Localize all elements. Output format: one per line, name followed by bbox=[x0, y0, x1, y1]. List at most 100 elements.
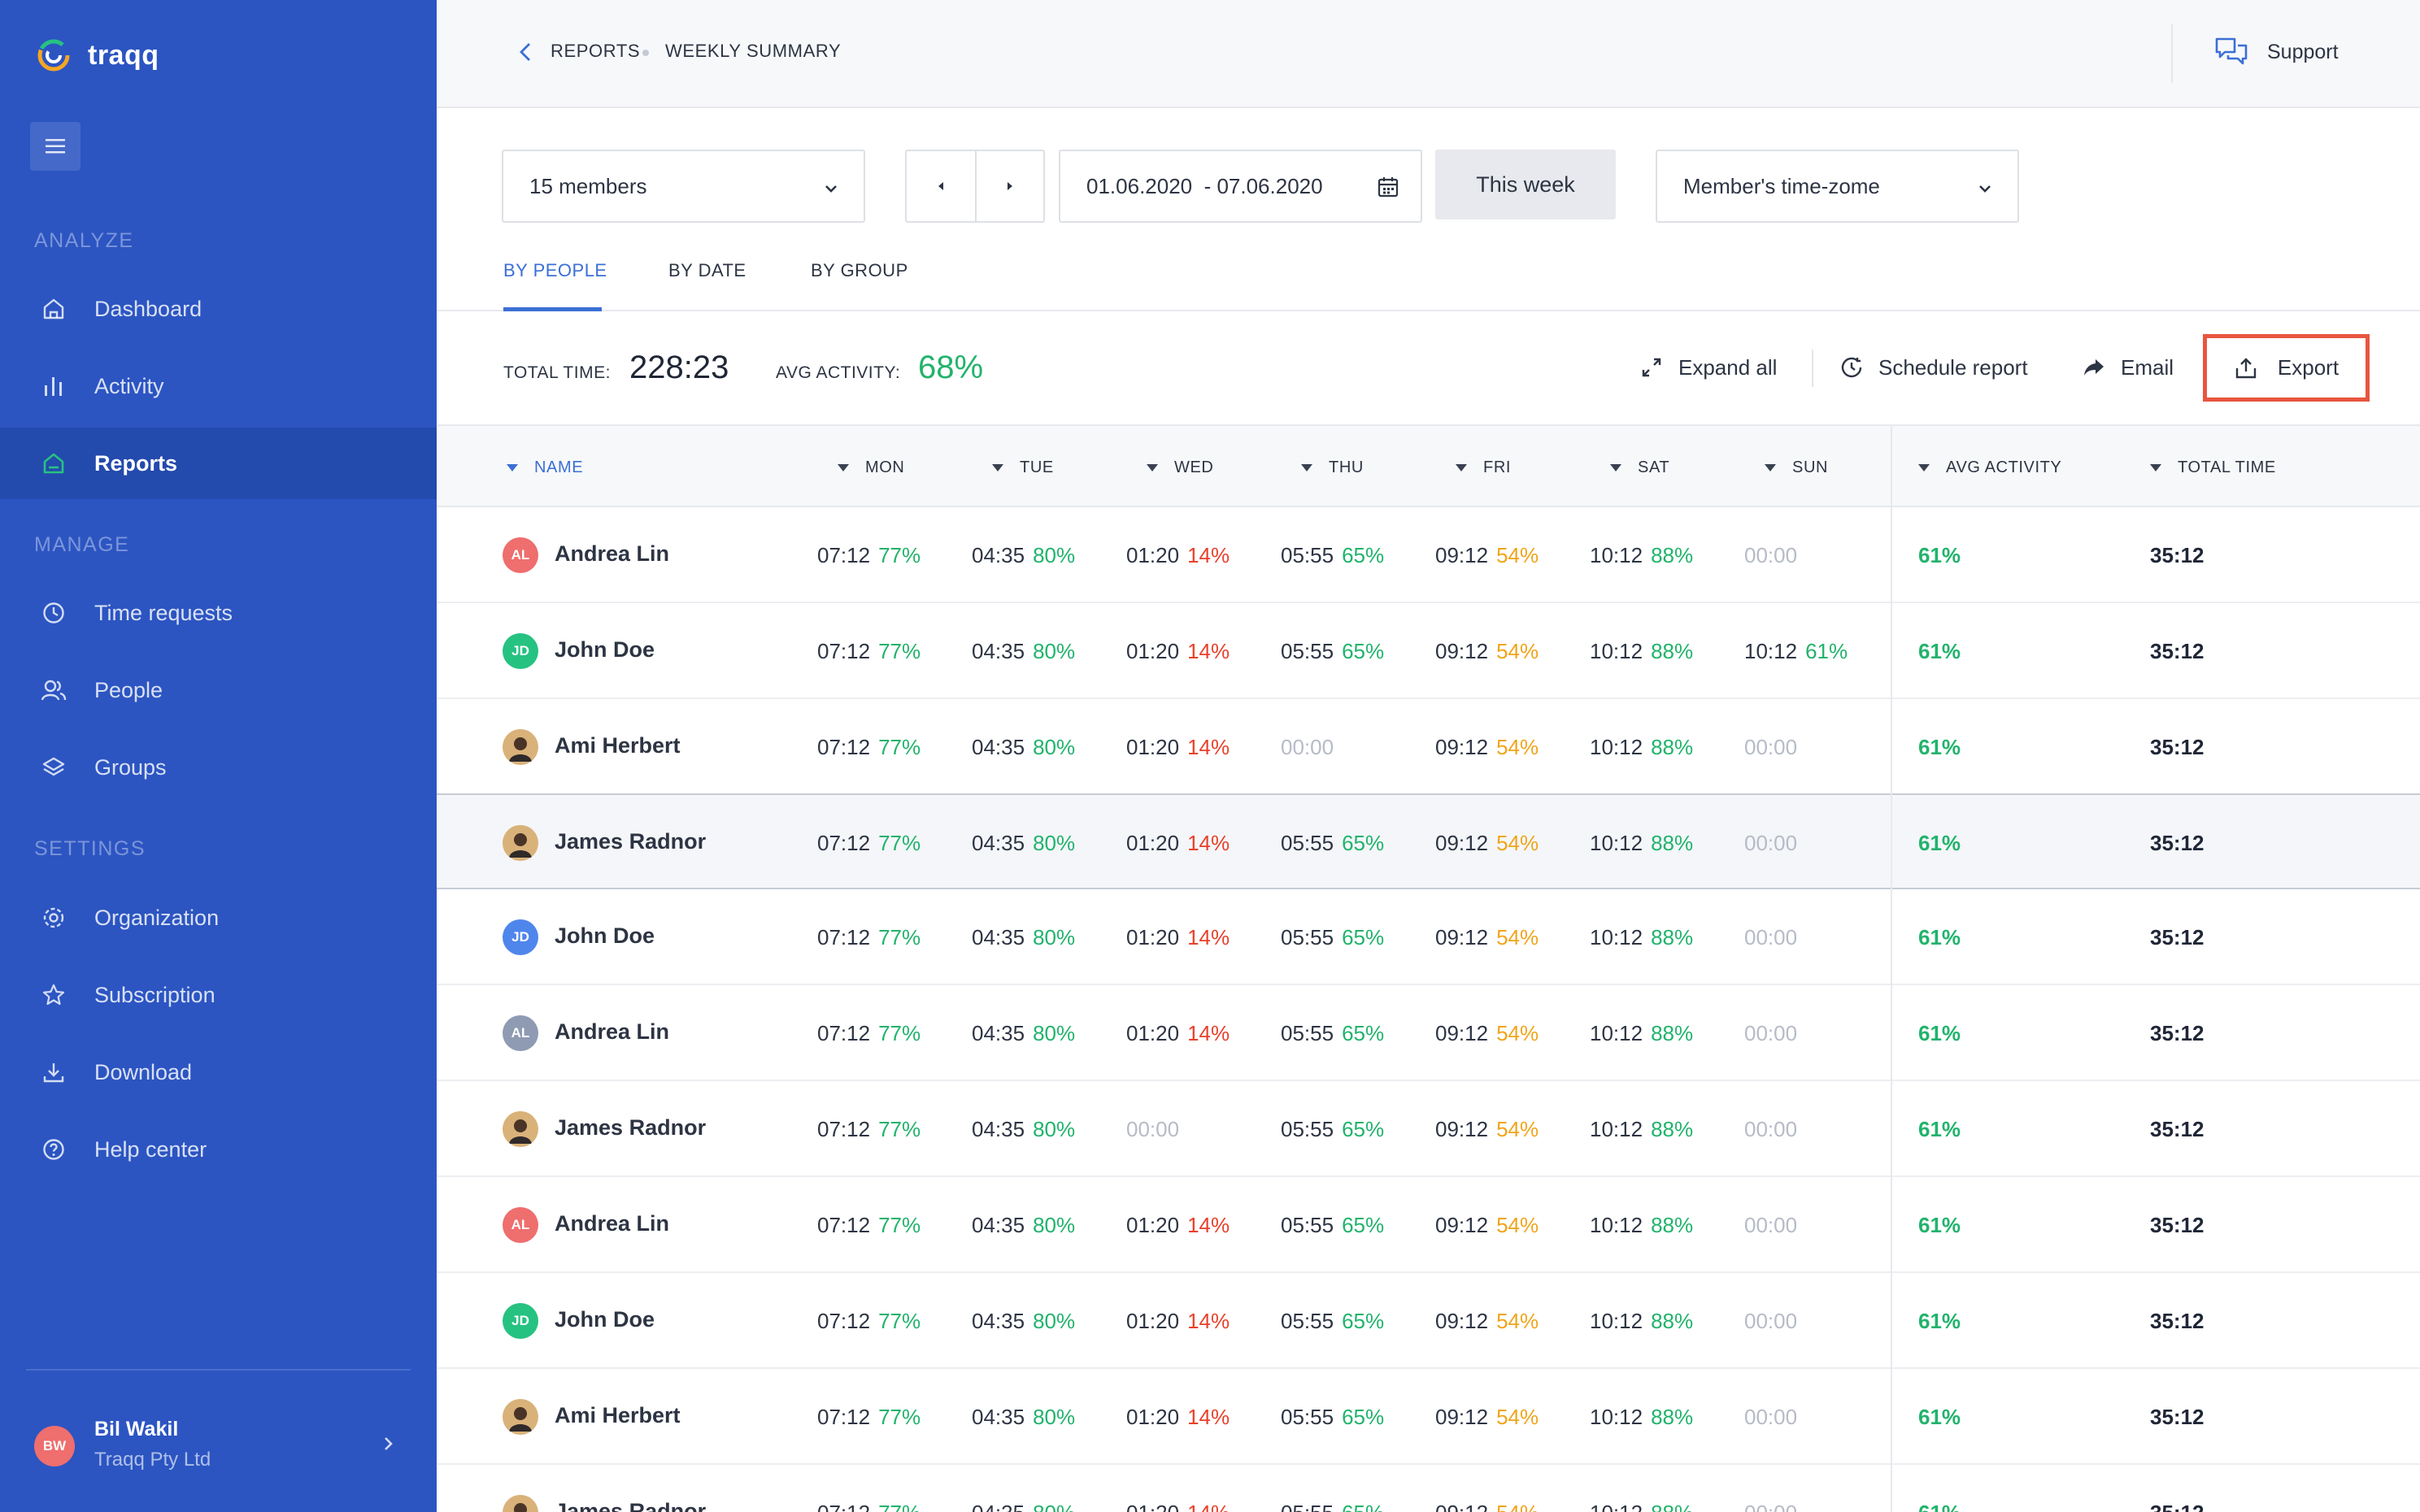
cell-sun: 00:00 bbox=[1744, 925, 1797, 950]
person-name[interactable]: Andrea Lin bbox=[555, 1019, 670, 1044]
table-row[interactable]: JD John Doe 07:12 77% 04:35 80% 01:20 14% 05:55 6… bbox=[437, 1273, 2420, 1369]
cell-fri: 09:12 54% bbox=[1435, 1501, 1539, 1512]
previous-week-button[interactable] bbox=[907, 151, 975, 221]
expand-all-label: Expand all bbox=[1678, 354, 1778, 380]
time-value: 05:55 bbox=[1281, 1213, 1334, 1237]
time-value: 09:12 bbox=[1435, 639, 1489, 663]
cell-wed: 01:20 14% bbox=[1126, 831, 1230, 856]
table-row[interactable]: James Radnor 07:12 77% 04:35 80% 00:00 05:55 65… bbox=[437, 1081, 2420, 1177]
menu-toggle-button[interactable] bbox=[30, 122, 81, 171]
sidebar-item-label: Reports bbox=[94, 450, 178, 476]
tab-by-date[interactable]: BY DATE bbox=[668, 260, 746, 280]
time-value: 04:35 bbox=[972, 1213, 1025, 1237]
avatar: AL bbox=[503, 537, 538, 573]
column-header-fri[interactable]: FRI bbox=[1456, 458, 1511, 477]
schedule-report-button[interactable]: Schedule report bbox=[1839, 350, 2028, 385]
sidebar-item-download[interactable]: Download bbox=[0, 1036, 437, 1108]
person-photo-icon bbox=[503, 1399, 538, 1435]
sidebar-item-subscription[interactable]: Subscription bbox=[0, 959, 437, 1031]
export-button[interactable]: Export bbox=[2203, 334, 2370, 402]
time-value: 01:20 bbox=[1126, 925, 1180, 949]
time-value: 00:00 bbox=[1744, 735, 1798, 759]
cell-tue: 04:35 80% bbox=[972, 831, 1075, 856]
support-button[interactable]: Support bbox=[2213, 31, 2339, 73]
person-name[interactable]: James Radnor bbox=[555, 1499, 707, 1512]
column-header-thu[interactable]: THU bbox=[1301, 458, 1364, 477]
column-header-avg-activity[interactable]: AVG ACTIVITY bbox=[1918, 458, 2061, 477]
person-name[interactable]: Ami Herbert bbox=[555, 733, 681, 758]
date-range-picker[interactable]: 01.06.2020 - 07.06.2020 bbox=[1059, 150, 1422, 223]
cell-sun: 00:00 bbox=[1744, 1405, 1797, 1430]
support-label: Support bbox=[2267, 40, 2339, 63]
column-header-tue[interactable]: TUE bbox=[992, 458, 1054, 477]
time-value: 07:12 bbox=[817, 735, 871, 759]
sidebar-divider bbox=[26, 1369, 411, 1371]
column-header-name[interactable]: NAME bbox=[507, 458, 583, 477]
activity-percent: 77% bbox=[878, 735, 921, 759]
table-row[interactable]: James Radnor 07:12 77% 04:35 80% 01:20 14% 05:5… bbox=[437, 793, 2420, 889]
person-name[interactable]: John Doe bbox=[555, 637, 655, 662]
breadcrumb-reports[interactable]: REPORTS bbox=[551, 41, 641, 61]
cell-mon: 07:12 77% bbox=[817, 543, 921, 568]
person-name[interactable]: Andrea Lin bbox=[555, 1211, 670, 1236]
cell-sat: 10:12 88% bbox=[1590, 543, 1693, 568]
table-header: NAME MON TUE WED THU FRI SAT SUN AVG ACT… bbox=[437, 424, 2420, 507]
tab-by-people[interactable]: BY PEOPLE bbox=[503, 260, 607, 280]
members-select[interactable]: 15 members bbox=[502, 150, 865, 223]
activity-percent: 88% bbox=[1651, 543, 1694, 567]
column-header-sat[interactable]: SAT bbox=[1610, 458, 1669, 477]
next-week-button[interactable] bbox=[974, 151, 1043, 221]
table-row[interactable]: AL Andrea Lin 07:12 77% 04:35 80% 01:20 14% 05:5… bbox=[437, 985, 2420, 1081]
app-logo[interactable]: traqq bbox=[36, 36, 159, 75]
column-header-mon[interactable]: MON bbox=[838, 458, 904, 477]
column-header-wed[interactable]: WED bbox=[1147, 458, 1213, 477]
total-time-label: TOTAL TIME: bbox=[503, 363, 611, 382]
sidebar-item-people[interactable]: People bbox=[0, 654, 437, 726]
back-arrow-icon[interactable] bbox=[511, 37, 541, 67]
sidebar-item-groups[interactable]: Groups bbox=[0, 732, 437, 803]
sidebar-item-help-center[interactable]: Help center bbox=[0, 1114, 437, 1185]
person-name[interactable]: James Radnor bbox=[555, 1115, 707, 1140]
cell-total-time: 35:12 bbox=[2150, 1309, 2205, 1333]
email-label: Email bbox=[2121, 354, 2174, 380]
reports-icon bbox=[37, 447, 70, 480]
time-value: 10:12 bbox=[1590, 735, 1643, 759]
cell-wed: 01:20 14% bbox=[1126, 1501, 1230, 1512]
table-row[interactable]: JD John Doe 07:12 77% 04:35 80% 01:20 14% 05:55 6… bbox=[437, 889, 2420, 985]
sidebar-item-time-requests[interactable]: Time requests bbox=[0, 577, 437, 649]
column-header-total-time[interactable]: TOTAL TIME bbox=[2150, 458, 2276, 477]
user-profile[interactable]: BW Bil Wakil Traqq Pty Ltd bbox=[0, 1382, 437, 1512]
activity-percent: 80% bbox=[1033, 1213, 1076, 1237]
caret-right-icon bbox=[1007, 182, 1012, 190]
table-row[interactable]: JD John Doe 07:12 77% 04:35 80% 01:20 14% 05:55 6… bbox=[437, 603, 2420, 699]
schedule-report-label: Schedule report bbox=[1878, 354, 2028, 380]
person-name[interactable]: John Doe bbox=[555, 923, 655, 948]
person-name[interactable]: Ami Herbert bbox=[555, 1403, 681, 1427]
time-value: 09:12 bbox=[1435, 1117, 1489, 1141]
table-row[interactable]: AL Andrea Lin 07:12 77% 04:35 80% 01:20 14% 05:5… bbox=[437, 1177, 2420, 1273]
this-week-button[interactable]: This week bbox=[1435, 150, 1616, 219]
active-tab-indicator bbox=[503, 307, 602, 311]
sidebar-item-activity[interactable]: Activity bbox=[0, 350, 437, 422]
time-value: 10:12 bbox=[1590, 1021, 1643, 1045]
email-button[interactable]: Email bbox=[2082, 350, 2174, 385]
person-name[interactable]: John Doe bbox=[555, 1307, 655, 1332]
time-value: 01:20 bbox=[1126, 1021, 1180, 1045]
table-row[interactable]: Ami Herbert 07:12 77% 04:35 80% 01:20 14% 05:55… bbox=[437, 1369, 2420, 1465]
table-row[interactable]: James Radnor 07:12 77% 04:35 80% 01:20 14% 05:5… bbox=[437, 1465, 2420, 1512]
cell-mon: 07:12 77% bbox=[817, 735, 921, 760]
sidebar-item-organization[interactable]: Organization bbox=[0, 882, 437, 954]
sidebar-item-reports[interactable]: Reports bbox=[0, 428, 437, 499]
column-label: AVG ACTIVITY bbox=[1946, 458, 2062, 476]
person-name[interactable]: James Radnor bbox=[555, 829, 707, 854]
tab-by-group[interactable]: BY GROUP bbox=[811, 260, 908, 280]
timezone-select[interactable]: Member's time-zome bbox=[1656, 150, 2019, 223]
sidebar-item-label: Groups bbox=[94, 754, 167, 780]
expand-all-button[interactable]: Expand all bbox=[1639, 350, 1777, 385]
table-row[interactable]: AL Andrea Lin 07:12 77% 04:35 80% 01:20 14% 05:5… bbox=[437, 507, 2420, 603]
sidebar-item-dashboard[interactable]: Dashboard bbox=[0, 273, 437, 345]
time-value: 01:20 bbox=[1126, 831, 1180, 855]
table-row[interactable]: Ami Herbert 07:12 77% 04:35 80% 01:20 14% 00:00… bbox=[437, 699, 2420, 795]
column-header-sun[interactable]: SUN bbox=[1765, 458, 1828, 477]
person-name[interactable]: Andrea Lin bbox=[555, 541, 670, 566]
